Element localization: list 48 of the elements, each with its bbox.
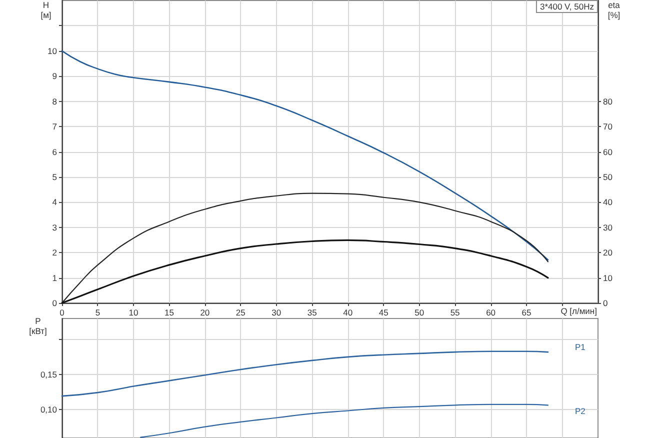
y-axis-title: H [м] — [40, 0, 52, 20]
x-tick-label: 40 — [343, 308, 353, 318]
y-tick-label: 9 — [52, 71, 58, 82]
y2-tick-label: 20 — [603, 248, 613, 258]
y2-axis-title: eta [%] — [608, 0, 620, 20]
x-tick-label: 30 — [272, 308, 282, 318]
x-tick-label: 25 — [236, 308, 246, 318]
y-tick-label: 4 — [52, 197, 58, 208]
y-tick-label: 7 — [52, 122, 58, 132]
y-tick-label: 10 — [48, 46, 58, 56]
x-tick-label: 50 — [414, 308, 424, 318]
y-tick-label: 8 — [52, 96, 58, 106]
y-tick-label: 5 — [52, 172, 58, 182]
x-tick-label: 10 — [128, 308, 138, 318]
x-tick-label: 15 — [164, 308, 174, 318]
y2-tick-label: 30 — [603, 222, 613, 232]
text: P2 — [574, 406, 586, 416]
y2-tick-label: 0 — [603, 298, 608, 308]
x-axis-title: Q [л/мин] — [560, 306, 597, 316]
x-tick-label: 55 — [450, 308, 460, 318]
y2-tick-label: 70 — [603, 122, 613, 132]
x-tick-label: 45 — [378, 308, 389, 318]
line-series — [61, 192, 549, 304]
y-tick-label: 3 — [52, 222, 58, 232]
y-tick-label: 2 — [52, 248, 58, 258]
x-tick-label: 0 — [60, 308, 65, 318]
y-tick-label: 6 — [52, 146, 58, 157]
x-tick-label: 65 — [522, 308, 532, 318]
y2-tick-label: 10 — [603, 272, 613, 283]
line-series — [61, 350, 549, 397]
line-series — [140, 404, 549, 438]
y-tick-label: 0,15 — [40, 369, 58, 380]
text: P1 — [574, 342, 586, 352]
y2-tick-label: 60 — [603, 146, 613, 157]
y2-tick-label: 40 — [603, 197, 613, 208]
x-tick-label: 35 — [307, 308, 318, 318]
line-series — [61, 50, 549, 261]
y-tick-label: 0,10 — [40, 404, 58, 414]
line-series — [61, 239, 549, 304]
x-tick-label: 20 — [200, 308, 210, 318]
y2-tick-label: 50 — [603, 172, 613, 182]
y-tick-label: 1 — [52, 272, 58, 283]
x-tick-label: 5 — [95, 308, 100, 318]
chart-title: 3*400 V, 50Hz — [540, 2, 594, 12]
y-axis-title: P [кВт] — [29, 316, 47, 336]
y-tick-label: 0 — [52, 298, 58, 308]
y2-tick-label: 80 — [603, 96, 613, 106]
x-tick-label: 60 — [486, 308, 496, 318]
